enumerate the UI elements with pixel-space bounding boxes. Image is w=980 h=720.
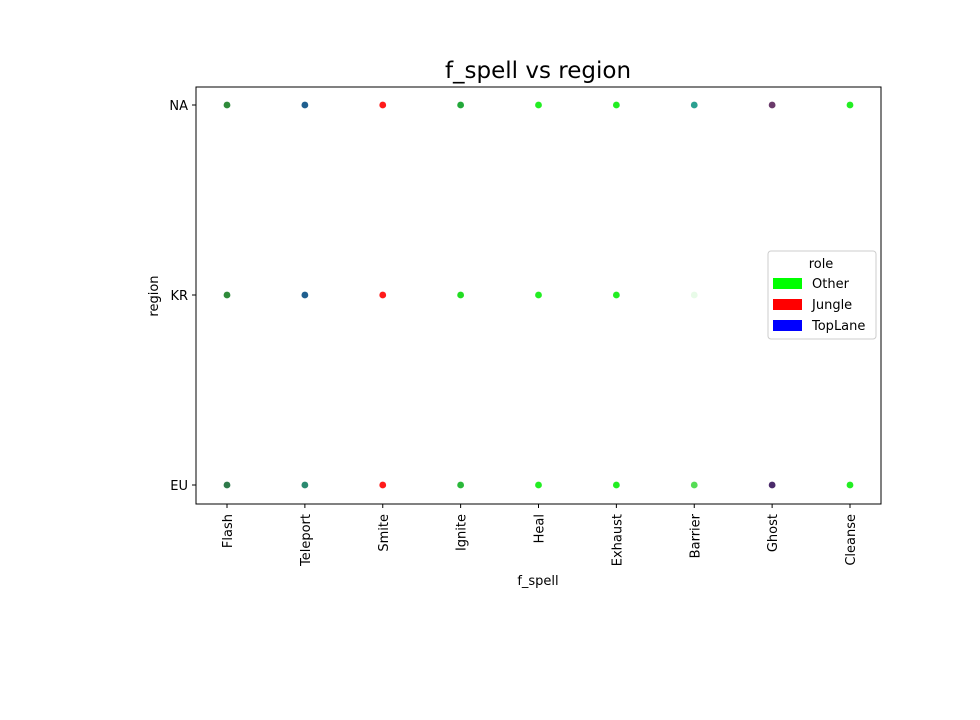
data-point: [301, 291, 309, 299]
data-point: [535, 101, 542, 109]
data-point: [535, 481, 542, 489]
data-point: [690, 291, 698, 299]
x-tick-label: Flash: [221, 514, 236, 548]
data-point: [457, 101, 465, 109]
data-point: [612, 101, 620, 109]
data-point: [690, 481, 698, 489]
data-point: [768, 101, 776, 109]
x-tick-label: Exhaust: [610, 514, 625, 566]
y-axis-ticks: EU KR NA: [169, 99, 196, 494]
y-tick-label: NA: [169, 99, 188, 114]
legend-box: [767, 250, 877, 340]
legend-swatch: [773, 320, 802, 331]
x-tick-label: Cleanse: [844, 514, 859, 566]
data-point: [457, 481, 465, 489]
x-tick-label: Ignite: [455, 514, 470, 551]
legend-label: Other: [812, 277, 850, 292]
y-tick-label: EU: [170, 479, 188, 494]
legend-swatch: [773, 278, 802, 289]
data-point: [379, 101, 387, 109]
data-point: [612, 481, 620, 489]
legend: role Other Jungle TopLane: [767, 250, 877, 340]
data-point: [223, 291, 231, 299]
legend-entries: Other Jungle TopLane: [773, 277, 865, 334]
y-tick-label: KR: [170, 289, 188, 304]
x-tick-label: Heal: [533, 514, 548, 543]
data-point: [690, 101, 698, 109]
data-point: [612, 291, 620, 299]
y-axis-label: region: [147, 275, 162, 316]
x-tick-label: Smite: [377, 514, 392, 552]
legend-title: role: [809, 257, 834, 272]
data-point: [301, 101, 309, 109]
legend-swatch: [773, 299, 802, 310]
data-point: [457, 291, 465, 299]
data-point: [535, 291, 542, 299]
data-point: [379, 291, 387, 299]
x-axis-label: f_spell: [517, 574, 558, 589]
legend-label: Jungle: [811, 298, 852, 313]
x-axis-ticks: Flash Teleport Smite Ignite Heal Exhaust Barri…: [221, 504, 859, 567]
data-point: [223, 101, 231, 109]
data-point: [301, 481, 309, 489]
data-point: [846, 481, 854, 489]
x-tick-label: Barrier: [688, 513, 703, 558]
data-point: [846, 101, 854, 109]
x-tick-label: Ghost: [766, 514, 781, 552]
legend-label: TopLane: [811, 319, 865, 334]
x-tick-label: Teleport: [299, 514, 314, 567]
data-point: [379, 481, 387, 489]
data-points: [223, 101, 854, 489]
data-point: [223, 481, 231, 489]
data-point: [768, 481, 776, 489]
chart-title: f_spell vs region: [445, 58, 631, 84]
